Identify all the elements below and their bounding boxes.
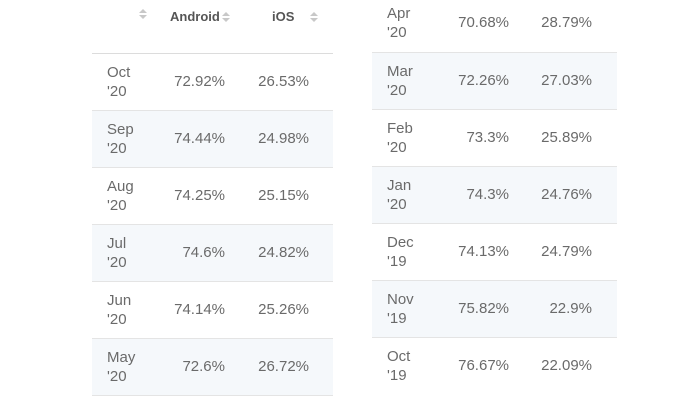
date-cell: Jun '20 xyxy=(107,292,132,328)
ios-share-cell: 25.89% xyxy=(541,129,592,146)
date-cell: Jul '20 xyxy=(107,235,127,271)
android-share-cell: 70.68% xyxy=(458,14,509,31)
android-share-cell: 74.25% xyxy=(174,187,225,204)
table-row: Dec '19 74.13% 24.79% xyxy=(372,224,617,281)
table-row: Oct '20 72.92% 26.53% xyxy=(92,54,333,111)
android-header-label: Android xyxy=(170,9,220,24)
table-row: Oct '19 76.67% 22.09% xyxy=(372,338,617,395)
date-cell: May '20 xyxy=(107,349,136,385)
ios-share-cell: 24.79% xyxy=(541,243,592,260)
sort-icon[interactable] xyxy=(310,11,319,22)
ios-share-cell: 27.03% xyxy=(541,72,592,89)
ios-share-cell: 25.26% xyxy=(258,301,309,318)
table-row: Mar '20 72.26% 27.03% xyxy=(372,53,617,110)
android-share-cell: 74.44% xyxy=(174,130,225,147)
sort-icon[interactable] xyxy=(221,11,230,22)
android-share-cell: 74.14% xyxy=(174,301,225,318)
date-cell: Mar '20 xyxy=(387,63,413,99)
ios-share-cell: 28.79% xyxy=(541,14,592,31)
table-row: Aug '20 74.25% 25.15% xyxy=(92,168,333,225)
left-table: Android iOS Oct '20 72.92% 26.53% Sep '20 … xyxy=(92,0,333,396)
date-column-header[interactable] xyxy=(139,9,147,19)
ios-share-cell: 24.98% xyxy=(258,130,309,147)
table-row: Apr '20 70.68% 28.79% xyxy=(372,0,617,53)
ios-share-cell: 25.15% xyxy=(258,187,309,204)
date-cell: Apr '20 xyxy=(387,5,411,41)
date-cell: Sep '20 xyxy=(107,121,134,157)
ios-share-cell: 24.76% xyxy=(541,186,592,203)
android-share-cell: 72.92% xyxy=(174,73,225,90)
date-cell: Aug '20 xyxy=(107,178,134,214)
ios-column-header[interactable]: iOS xyxy=(272,9,319,24)
android-share-cell: 74.13% xyxy=(458,243,509,260)
table-row: Jun '20 74.14% 25.26% xyxy=(92,282,333,339)
android-column-header[interactable]: Android xyxy=(170,9,230,24)
date-cell: Jan '20 xyxy=(387,177,412,213)
table-row: Jan '20 74.3% 24.76% xyxy=(372,167,617,224)
table-row: Jul '20 74.6% 24.82% xyxy=(92,225,333,282)
date-cell: Nov '19 xyxy=(387,291,414,327)
table-row: May '20 72.6% 26.72% xyxy=(92,339,333,396)
table-row: Nov '19 75.82% 22.9% xyxy=(372,281,617,338)
table-header: Android iOS xyxy=(92,0,333,54)
date-cell: Feb '20 xyxy=(387,120,413,156)
android-share-cell: 72.6% xyxy=(182,358,225,375)
date-cell: Dec '19 xyxy=(387,234,414,270)
android-share-cell: 76.67% xyxy=(458,357,509,374)
ios-share-cell: 22.09% xyxy=(541,357,592,374)
ios-share-cell: 26.72% xyxy=(258,358,309,375)
ios-share-cell: 22.9% xyxy=(549,300,592,317)
ios-share-cell: 24.82% xyxy=(258,244,309,261)
android-share-cell: 74.6% xyxy=(182,244,225,261)
android-share-cell: 75.82% xyxy=(458,300,509,317)
ios-share-cell: 26.53% xyxy=(258,73,309,90)
right-table: Apr '20 70.68% 28.79% Mar '20 72.26% 27.03… xyxy=(372,0,617,395)
sort-icon[interactable] xyxy=(139,9,147,19)
android-share-cell: 74.3% xyxy=(466,186,509,203)
ios-header-label: iOS xyxy=(272,9,295,24)
table-row: Sep '20 74.44% 24.98% xyxy=(92,111,333,168)
table-row: Feb '20 73.3% 25.89% xyxy=(372,110,617,167)
date-cell: Oct '19 xyxy=(387,348,411,384)
android-share-cell: 73.3% xyxy=(466,129,509,146)
android-share-cell: 72.26% xyxy=(458,72,509,89)
date-cell: Oct '20 xyxy=(107,64,131,100)
